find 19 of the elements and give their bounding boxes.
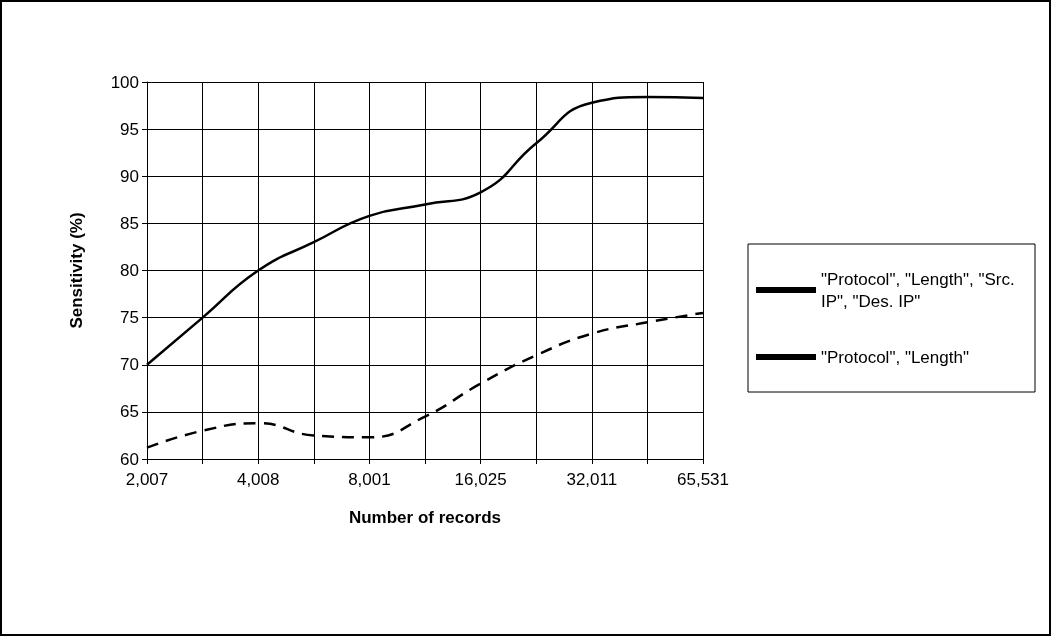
x-tick-label: 4,008	[236, 470, 280, 489]
x-tick-label: 65,531	[677, 470, 729, 489]
x-tick-label: 16,025	[454, 470, 507, 489]
x-tick-label: 2,007	[125, 470, 169, 489]
y-axis-title: Sensitivity (%)	[67, 212, 86, 329]
x-tick-label: 32,011	[566, 470, 618, 489]
x-tick-label: 8,001	[348, 470, 391, 489]
y-tick-label: 70	[120, 355, 139, 375]
y-tick-label: 100	[110, 72, 139, 92]
y-tick-label: 65	[120, 402, 139, 422]
legend-label: "Protocol", "Length"	[821, 347, 969, 367]
y-tick-label: 60	[120, 449, 139, 469]
x-axis-title: Number of records	[348, 508, 502, 527]
y-tick-label: 85	[120, 213, 139, 233]
y-tick-label: 90	[120, 166, 139, 186]
y-tick-label: 80	[120, 261, 139, 280]
y-tick-label: 75	[120, 308, 139, 328]
legend-label: "Protocol", "Length", "Src. IP", "Des. IP"	[821, 269, 1020, 311]
y-tick-label: 95	[120, 119, 139, 139]
